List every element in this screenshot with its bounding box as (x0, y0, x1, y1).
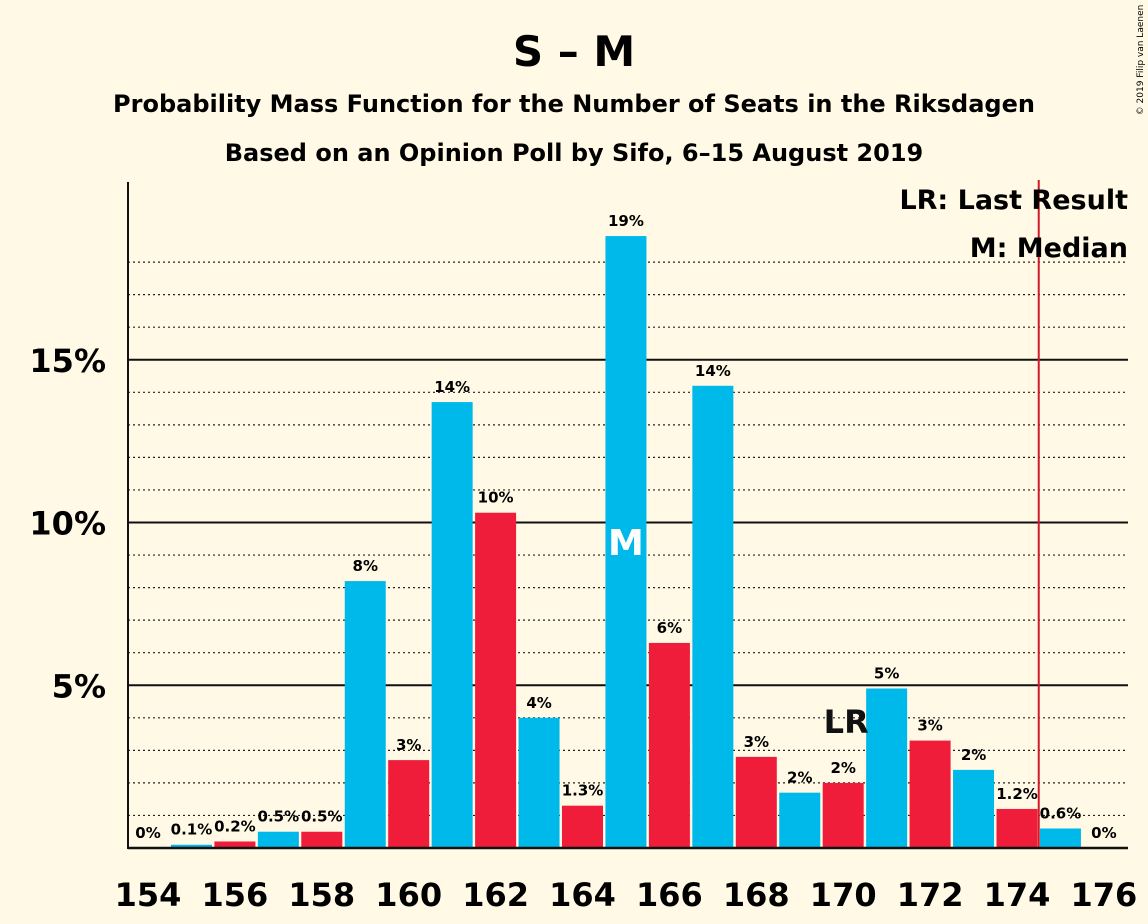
bar-166 (648, 642, 690, 848)
x-tick-label: 170 (810, 876, 877, 914)
bar-165 (605, 236, 647, 848)
bar-168 (735, 756, 777, 848)
axes: 5% 10% 15% 154 156 158 160 162 164 166 168 170 172 17… (29, 180, 1137, 914)
bar-160 (388, 760, 430, 848)
bar-163 (518, 717, 560, 848)
y-tick-label: 10% (29, 505, 106, 543)
bar-164 (562, 805, 603, 848)
bar-162 (475, 512, 517, 848)
data-label-161: 14% (434, 378, 470, 396)
bar-173 (953, 769, 995, 848)
data-label-169: 2% (787, 769, 812, 787)
bar-175 (1039, 828, 1081, 848)
bars (170, 236, 1081, 848)
x-tick-label: 158 (288, 876, 355, 914)
bar-159 (344, 581, 386, 848)
data-label-170: 2% (830, 759, 855, 777)
x-tick-label: 172 (897, 876, 964, 914)
chart-subtitle: Probability Mass Function for the Number… (113, 90, 1035, 118)
x-tick-label: 174 (984, 876, 1051, 914)
data-label-155: 0.1% (171, 821, 213, 839)
bar-157 (257, 831, 299, 848)
data-label-160: 3% (396, 736, 421, 754)
x-tick-label: 176 (1071, 876, 1138, 914)
data-label-163: 4% (526, 694, 551, 712)
data-label-165: 19% (608, 212, 644, 230)
x-tick-label: 162 (462, 876, 529, 914)
median-marker: M (608, 523, 644, 564)
bar-167 (692, 385, 734, 848)
chart-subtitle-2: Based on an Opinion Poll by Sifo, 6–15 A… (225, 139, 923, 167)
y-tick-label: 15% (29, 342, 106, 380)
data-labels: 0% 0.1% 0.2%0.5% 0.5%8%3%14%10%4%1.3%19%6%1… (135, 212, 1116, 842)
data-label-156: 0.2% (214, 817, 256, 835)
data-label-175: 0.6% (1040, 804, 1082, 822)
data-label-164: 1.3% (562, 782, 604, 800)
bar-156 (214, 841, 256, 848)
x-tick-label: 168 (723, 876, 790, 914)
x-tick-label: 154 (115, 876, 182, 914)
bar-171 (866, 688, 908, 848)
data-label-154: 0% (135, 824, 160, 842)
data-label-159: 8% (353, 557, 378, 575)
x-tick-label: 164 (549, 876, 616, 914)
data-label-158: 0.5% (301, 808, 343, 826)
data-label-166: 6% (657, 619, 682, 637)
x-tick-label: 156 (202, 876, 269, 914)
bar-172 (909, 740, 951, 848)
data-label-171: 5% (874, 665, 899, 683)
bar-174 (996, 808, 1038, 848)
x-tick-label: 166 (636, 876, 703, 914)
legend-median: M: Median (970, 233, 1128, 264)
legend-last-result: LR: Last Result (899, 185, 1128, 216)
data-label-176: 0% (1091, 824, 1116, 842)
data-label-157: 0.5% (258, 808, 300, 826)
bar-158 (301, 831, 343, 848)
data-label-168: 3% (744, 733, 769, 751)
chart-title: S – M (513, 27, 635, 76)
data-label-173: 2% (961, 746, 986, 764)
data-label-174: 1.2% (996, 785, 1038, 803)
data-label-172: 3% (917, 717, 942, 735)
bar-169 (779, 792, 821, 848)
y-tick-label: 5% (52, 667, 106, 705)
bar-170 (822, 782, 864, 848)
data-label-162: 10% (478, 489, 514, 507)
bar-155 (170, 844, 212, 848)
bar-161 (431, 402, 473, 848)
copyright-notice: © 2019 Filip van Laenen (1136, 5, 1146, 116)
last-result-marker: LR (824, 703, 869, 741)
data-label-167: 14% (695, 362, 731, 380)
x-tick-label: 160 (375, 876, 442, 914)
